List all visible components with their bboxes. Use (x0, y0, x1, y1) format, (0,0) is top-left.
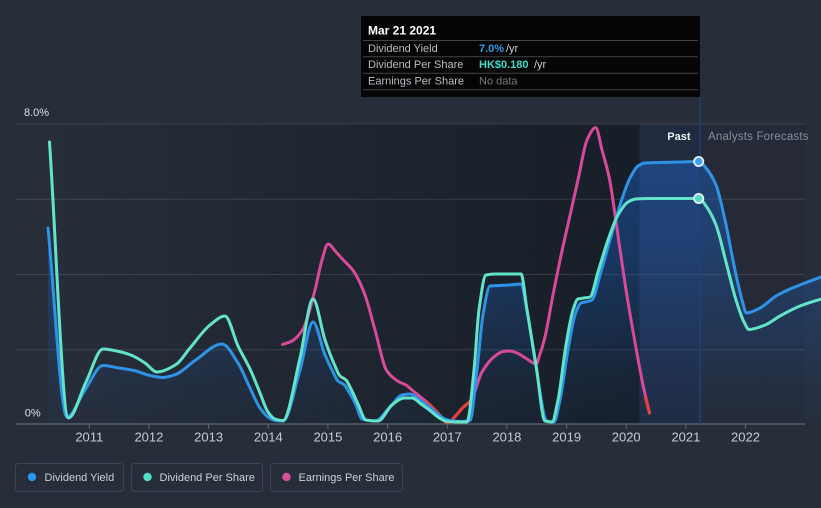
svg-text:2022: 2022 (731, 430, 760, 445)
svg-text:0%: 0% (25, 408, 41, 420)
svg-text:8.0%: 8.0% (24, 107, 49, 119)
svg-text:2017: 2017 (433, 430, 462, 445)
svg-text:/yr: /yr (534, 59, 547, 71)
svg-text:2015: 2015 (313, 430, 342, 445)
svg-text:Dividend Per Share: Dividend Per Share (160, 472, 255, 484)
svg-text:Dividend Yield: Dividend Yield (45, 472, 115, 484)
svg-text:2012: 2012 (134, 430, 163, 445)
svg-text:Dividend Yield: Dividend Yield (368, 43, 438, 55)
svg-text:2019: 2019 (552, 430, 581, 445)
svg-text:Analysts Forecasts: Analysts Forecasts (708, 131, 809, 143)
svg-text:HK$0.180: HK$0.180 (479, 59, 529, 71)
svg-text:Earnings Per Share: Earnings Per Share (299, 472, 395, 484)
svg-text:/yr: /yr (506, 43, 519, 55)
svg-text:7.0%: 7.0% (479, 43, 504, 55)
svg-text:2020: 2020 (612, 430, 641, 445)
svg-text:2014: 2014 (254, 430, 283, 445)
svg-text:Dividend Per Share: Dividend Per Share (368, 59, 463, 71)
svg-text:2011: 2011 (75, 430, 103, 445)
svg-text:Earnings Per Share: Earnings Per Share (368, 76, 464, 88)
svg-text:Mar 21 2021: Mar 21 2021 (368, 24, 436, 38)
svg-text:Past: Past (667, 131, 691, 143)
svg-text:2013: 2013 (194, 430, 223, 445)
svg-text:2021: 2021 (671, 430, 700, 445)
svg-text:2016: 2016 (373, 430, 402, 445)
svg-text:No data: No data (479, 76, 518, 88)
svg-text:2018: 2018 (492, 430, 521, 445)
